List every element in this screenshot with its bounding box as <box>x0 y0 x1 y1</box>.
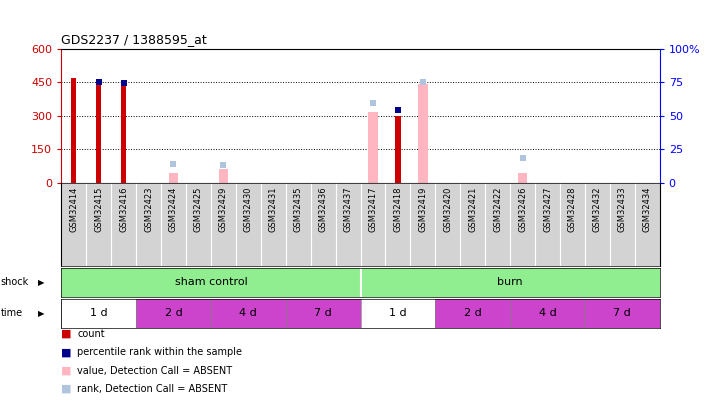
Bar <box>121 81 126 183</box>
Bar <box>136 299 211 328</box>
Bar <box>518 173 527 183</box>
Text: GSM32419: GSM32419 <box>418 187 428 232</box>
Text: ■: ■ <box>61 366 72 375</box>
Text: GSM32414: GSM32414 <box>69 187 79 232</box>
Text: GSM32437: GSM32437 <box>343 187 353 232</box>
Text: GSM32427: GSM32427 <box>543 187 552 232</box>
Bar <box>368 112 378 183</box>
Bar <box>218 169 228 183</box>
Text: burn: burn <box>497 277 523 287</box>
Text: sham control: sham control <box>174 277 247 287</box>
Text: GSM32416: GSM32416 <box>119 187 128 232</box>
Bar <box>61 268 360 297</box>
Text: GSM32418: GSM32418 <box>394 187 402 232</box>
Bar <box>435 299 510 328</box>
Text: GSM32429: GSM32429 <box>219 187 228 232</box>
Bar <box>286 299 360 328</box>
Text: 7 d: 7 d <box>314 309 332 318</box>
Text: time: time <box>1 309 23 318</box>
Text: 1 d: 1 d <box>389 309 407 318</box>
Text: ■: ■ <box>61 384 72 394</box>
Bar <box>418 84 428 183</box>
Bar <box>510 299 585 328</box>
Text: ■: ■ <box>61 347 72 357</box>
Bar <box>61 299 136 328</box>
Text: 4 d: 4 d <box>539 309 557 318</box>
Text: 2 d: 2 d <box>164 309 182 318</box>
Text: GSM32432: GSM32432 <box>593 187 602 232</box>
Text: GSM32434: GSM32434 <box>642 187 652 232</box>
Text: GSM32426: GSM32426 <box>518 187 527 232</box>
Bar <box>211 299 286 328</box>
Text: ▶: ▶ <box>37 309 44 318</box>
Text: GSM32422: GSM32422 <box>493 187 502 232</box>
Text: ■: ■ <box>61 329 72 339</box>
Text: GSM32420: GSM32420 <box>443 187 452 232</box>
Text: GSM32436: GSM32436 <box>319 187 327 232</box>
Bar <box>585 299 660 328</box>
Text: 7 d: 7 d <box>614 309 631 318</box>
Text: ▶: ▶ <box>37 278 44 287</box>
Text: GSM32421: GSM32421 <box>468 187 477 232</box>
Text: GSM32431: GSM32431 <box>269 187 278 232</box>
Text: value, Detection Call = ABSENT: value, Detection Call = ABSENT <box>77 366 232 375</box>
Text: count: count <box>77 329 105 339</box>
Bar <box>360 268 660 297</box>
Bar <box>71 78 76 183</box>
Text: 2 d: 2 d <box>464 309 482 318</box>
Text: shock: shock <box>1 277 29 287</box>
Text: GSM32415: GSM32415 <box>94 187 103 232</box>
Bar <box>395 116 401 183</box>
Bar <box>169 173 178 183</box>
Text: 4 d: 4 d <box>239 309 257 318</box>
Bar <box>96 82 102 183</box>
Text: GSM32430: GSM32430 <box>244 187 253 232</box>
Text: GSM32424: GSM32424 <box>169 187 178 232</box>
Text: GSM32433: GSM32433 <box>618 187 627 232</box>
Text: 1 d: 1 d <box>90 309 107 318</box>
Text: GSM32417: GSM32417 <box>368 187 378 232</box>
Text: GSM32435: GSM32435 <box>293 187 303 232</box>
Text: GSM32423: GSM32423 <box>144 187 153 232</box>
Text: GSM32428: GSM32428 <box>568 187 577 232</box>
Text: GSM32425: GSM32425 <box>194 187 203 232</box>
Text: percentile rank within the sample: percentile rank within the sample <box>77 347 242 357</box>
Text: GDS2237 / 1388595_at: GDS2237 / 1388595_at <box>61 33 207 46</box>
Text: rank, Detection Call = ABSENT: rank, Detection Call = ABSENT <box>77 384 227 394</box>
Bar <box>360 299 435 328</box>
